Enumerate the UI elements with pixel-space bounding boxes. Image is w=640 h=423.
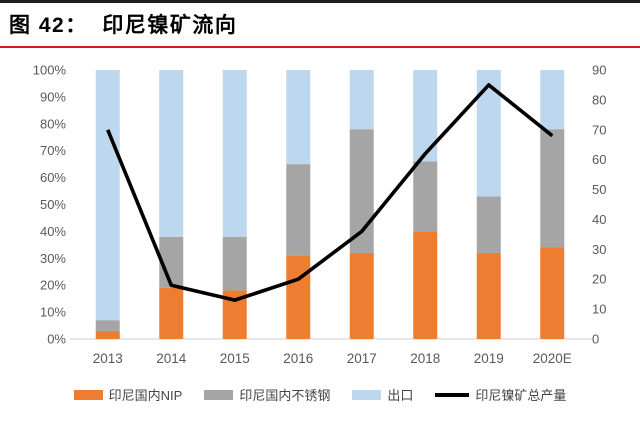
- total-production-line: [106, 83, 554, 303]
- bar-segment-2014: [159, 288, 184, 340]
- chart-legend: 印尼国内NIP 印尼国内不锈钢 出口 印尼镍矿总产量: [0, 385, 640, 404]
- figure-title: 图 42： 印尼镍矿流向: [9, 14, 238, 37]
- right-axis-tick: 40: [592, 212, 606, 227]
- legend-item: 出口: [352, 385, 413, 404]
- legend-label: 出口: [387, 388, 414, 404]
- x-axis-label-2014: 2014: [156, 351, 187, 366]
- right-axis-tick: 80: [592, 93, 606, 108]
- x-axis-label-2019: 2019: [474, 351, 504, 366]
- bar-segment-2019: [476, 196, 501, 254]
- bar-segment-2013: [95, 331, 120, 340]
- x-axis-label-2015: 2015: [220, 351, 250, 366]
- x-axis-label-2017: 2017: [347, 351, 377, 366]
- bar-segment-2014: [159, 70, 184, 238]
- right-axis-tick: 90: [592, 63, 606, 78]
- left-axis-tick: 0%: [47, 332, 66, 347]
- left-axis-tick: 50%: [40, 197, 66, 212]
- bar-segment-2013: [95, 320, 120, 332]
- x-axis-label-2020E: 2020E: [533, 351, 572, 366]
- right-axis-tick: 60: [592, 152, 606, 167]
- bar-segment-2020E: [540, 247, 565, 340]
- bar-segment-2019: [476, 70, 501, 197]
- bar-segment-2015: [222, 70, 247, 238]
- bar-segment-2020E: [540, 70, 565, 130]
- legend-label: 印尼镍矿总产量: [475, 388, 567, 404]
- bar-segment-2020E: [540, 129, 565, 248]
- bar-segment-2016: [286, 164, 311, 256]
- bar-segment-2017: [349, 253, 374, 340]
- stacked-bar-line-chart: 0% 10% 20% 30% 40% 50% 60% 70% 80% 90% 100% 0 10 20 30…: [33, 63, 607, 367]
- right-axis-tick: 50: [592, 182, 606, 197]
- bar-segment-2019: [476, 253, 501, 340]
- left-axis-tick: 60%: [40, 170, 66, 185]
- left-axis-tick: 10%: [40, 305, 66, 320]
- bar-segment-2017: [349, 129, 374, 254]
- left-axis-tick: 30%: [40, 251, 66, 266]
- legend-item: 印尼国内不锈钢: [204, 385, 330, 404]
- x-axis-label-2013: 2013: [93, 351, 123, 366]
- chart-area: 0% 10% 20% 30% 40% 50% 60% 70% 80% 90% 100% 0 10 20 30…: [0, 49, 640, 404]
- x-axis-label-2016: 2016: [283, 351, 313, 366]
- legend-color-swatch: [73, 389, 103, 400]
- left-axis-tick: 70%: [40, 143, 66, 158]
- bar-segment-2017: [349, 70, 374, 130]
- right-axis-tick: 70: [592, 123, 606, 138]
- left-axis-tick: 20%: [40, 278, 66, 293]
- top-border-rule: [0, 0, 640, 3]
- left-axis-tick: 80%: [40, 117, 66, 132]
- right-axis-tick: 30: [592, 242, 606, 257]
- left-axis-tick: 40%: [40, 224, 66, 239]
- legend-item: 印尼国内NIP: [73, 385, 183, 404]
- legend-line-swatch: [435, 393, 470, 397]
- right-axis-tick: 20: [592, 272, 606, 287]
- legend-color-swatch: [204, 389, 234, 400]
- legend-item: 印尼镍矿总产量: [435, 385, 566, 404]
- left-axis-tick: 100%: [33, 63, 67, 78]
- legend-color-swatch: [352, 389, 382, 400]
- red-divider-rule: [0, 46, 640, 49]
- bar-segment-2013: [95, 70, 120, 321]
- bar-segment-2018: [413, 161, 438, 232]
- legend-label: 印尼国内不锈钢: [239, 388, 331, 404]
- right-axis-tick: 0: [592, 332, 599, 347]
- x-axis-label-2018: 2018: [410, 351, 440, 366]
- legend-label: 印尼国内NIP: [108, 388, 183, 404]
- bar-segment-2015: [222, 237, 247, 291]
- left-axis-tick: 90%: [40, 90, 66, 105]
- bar-segment-2016: [286, 255, 311, 340]
- right-axis-tick: 10: [592, 302, 606, 317]
- bar-segment-2016: [286, 70, 311, 165]
- bar-segment-2018: [413, 70, 438, 162]
- bar-segment-2018: [413, 231, 438, 340]
